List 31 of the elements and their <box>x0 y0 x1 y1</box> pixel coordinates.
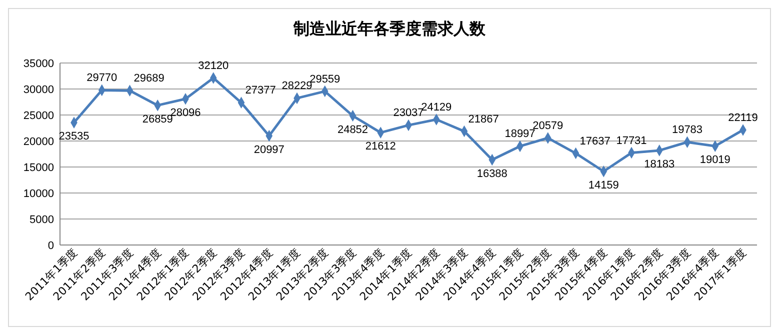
data-label: 19019 <box>700 154 730 166</box>
data-label: 20997 <box>254 144 284 156</box>
data-label: 14159 <box>588 179 619 192</box>
y-tick-label: 10000 <box>23 188 54 200</box>
y-tick-label: 15000 <box>23 162 54 174</box>
y-tick-label: 20000 <box>23 136 54 148</box>
chart-title: 制造业近年各季度需求人数 <box>292 19 486 38</box>
data-label: 19783 <box>672 124 703 136</box>
data-label: 27377 <box>245 84 276 97</box>
data-label: 22119 <box>728 112 758 124</box>
y-tick-label: 35000 <box>23 58 54 70</box>
data-label: 21612 <box>365 140 396 153</box>
y-tick-label: 0 <box>48 240 54 252</box>
data-label: 24129 <box>421 102 452 114</box>
data-label: 29689 <box>134 72 164 85</box>
data-label: 21867 <box>468 113 499 126</box>
y-tick-label: 5000 <box>30 214 54 226</box>
data-label: 18997 <box>504 128 536 140</box>
data-label: 32120 <box>198 60 229 72</box>
data-label: 17731 <box>616 134 647 147</box>
data-label: 16388 <box>476 168 508 180</box>
data-label: 29770 <box>86 72 118 84</box>
y-tick-label: 30000 <box>23 84 54 96</box>
data-label: 18183 <box>644 158 675 170</box>
data-label: 17637 <box>580 135 610 148</box>
data-label: 24852 <box>337 124 368 136</box>
data-label: 28229 <box>282 80 312 92</box>
y-tick-label: 25000 <box>23 110 54 122</box>
data-label: 26859 <box>142 113 173 126</box>
data-label: 23037 <box>393 107 424 120</box>
data-label: 23535 <box>58 130 90 143</box>
